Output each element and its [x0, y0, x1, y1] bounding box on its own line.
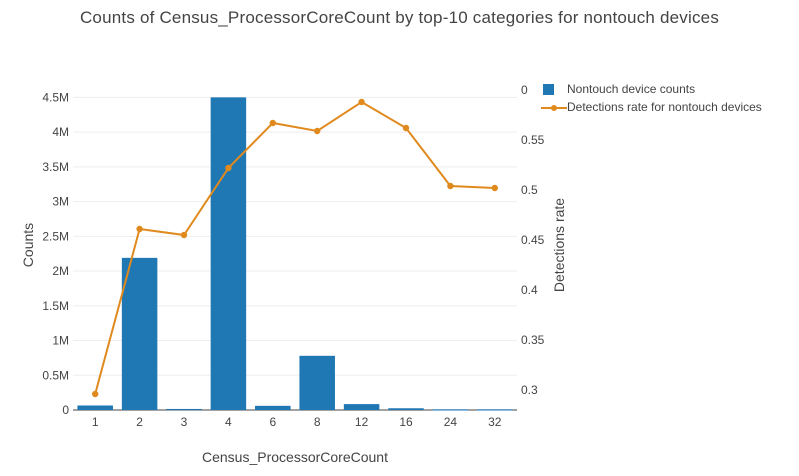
y2-axis-title: Detections rate: [551, 198, 567, 292]
point-16: [402, 124, 410, 132]
bar-16: [388, 408, 424, 410]
x-tick-label: 24: [444, 415, 458, 429]
y-tick-label: 3.5M: [42, 160, 69, 174]
y2-tick-label: 0.55: [521, 133, 545, 147]
point-3: [180, 231, 188, 239]
point-4: [225, 164, 232, 172]
y2-tick-label: 0.45: [521, 233, 545, 247]
y-tick-label: 4.5M: [42, 90, 69, 104]
x-axis-ticks: 1 2 3 4 6 8 12 16 24 32: [92, 415, 502, 429]
legend-item-counts[interactable]: Nontouch device counts: [541, 80, 762, 98]
bar-3: [166, 408, 202, 411]
legend-item-detections[interactable]: Detections rate for nontouch devices: [541, 98, 762, 116]
legend-label-counts: Nontouch device counts: [567, 82, 696, 96]
y2-tick-label: 0: [521, 83, 528, 97]
y-tick-label: 3M: [52, 195, 69, 209]
bar-1: [77, 405, 113, 410]
legend[interactable]: Nontouch device counts Detections rate f…: [541, 80, 762, 116]
y2-tick-label: 0.5: [521, 183, 538, 197]
y-tick-label: 2.5M: [42, 229, 69, 243]
y-axis-title: Counts: [20, 223, 36, 267]
point-24: [447, 182, 454, 190]
point-32: [491, 184, 498, 192]
point-8: [314, 127, 321, 135]
x-tick-label: 3: [181, 415, 188, 429]
line-swatch-icon: [541, 102, 567, 113]
point-12: [358, 98, 365, 106]
bar-4: [210, 97, 247, 411]
bar-32: [477, 409, 513, 411]
y-tick-label: 0: [62, 403, 69, 417]
grid-lines: [73, 96, 517, 411]
bar-8: [299, 355, 335, 410]
legend-label-detections: Detections rate for nontouch devices: [567, 100, 762, 114]
point-1: [92, 390, 99, 398]
bar-6: [255, 405, 291, 410]
bar-2: [121, 257, 158, 410]
bar-series: [77, 97, 513, 411]
y2-tick-label: 0.3: [521, 383, 538, 397]
bar-swatch-icon: [543, 83, 554, 95]
x-tick-label: 16: [399, 415, 413, 429]
bar-12: [343, 404, 380, 410]
y2-tick-label: 0.4: [521, 283, 538, 297]
y-tick-label: 1.5M: [42, 299, 69, 313]
detections-line: [94, 100, 495, 395]
y-tick-label: 1M: [52, 334, 69, 348]
y-tick-label: 4M: [52, 125, 69, 139]
line-series: [92, 98, 498, 398]
point-2: [136, 225, 143, 233]
y2-axis-ticks: 0.3 0.35 0.4 0.45 0.5 0.55 0: [521, 83, 545, 397]
y-axis-ticks: 0 0.5M 1M 1.5M 2M 2.5M 3M 3.5M 4M 4.5M: [42, 90, 69, 417]
y-tick-label: 0.5M: [42, 368, 69, 382]
chart-title: Counts of Census_ProcessorCoreCount by t…: [79, 8, 720, 27]
x-tick-label: 8: [314, 415, 321, 429]
x-axis-title: Census_ProcessorCoreCount: [202, 449, 388, 465]
point-6: [269, 119, 276, 127]
y-tick-label: 2M: [52, 264, 69, 278]
x-tick-label: 32: [488, 415, 502, 429]
x-tick-label: 1: [92, 415, 99, 429]
bar-24: [432, 409, 469, 411]
x-tick-label: 6: [269, 415, 276, 429]
y2-tick-label: 0.35: [521, 333, 545, 347]
x-tick-label: 2: [136, 415, 143, 429]
x-tick-label: 12: [355, 415, 369, 429]
x-tick-label: 4: [225, 415, 232, 429]
